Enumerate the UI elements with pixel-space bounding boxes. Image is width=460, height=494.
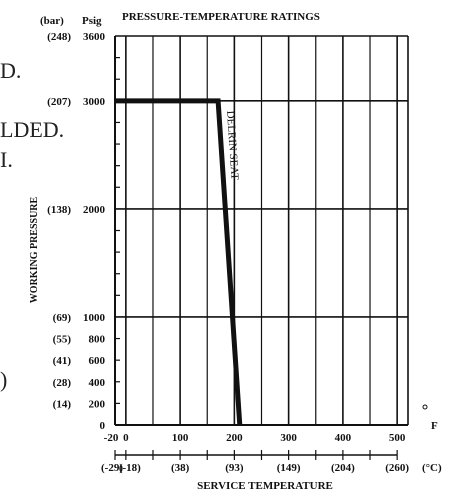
x-tick-label-c: (204) xyxy=(331,462,355,474)
y-axis-ticks: 0 200 (14) 400 (28) 600 (41) 800 (55) 1000 (69) 200… xyxy=(47,31,105,432)
x-axis-title: SERVICE TEMPERATURE xyxy=(197,480,333,492)
x-tick-label-f: 100 xyxy=(172,432,189,444)
y-tick-bar-label: (14) xyxy=(53,398,72,410)
y-tick-label: 600 xyxy=(89,355,106,367)
x-tick-label-c: (38) xyxy=(171,462,190,474)
y-unit-bar: (bar) xyxy=(40,15,64,27)
series-line xyxy=(115,98,243,426)
y-tick-label: 200 xyxy=(89,398,106,410)
chart-title: PRESSURE-TEMPERATURE RATINGS xyxy=(122,11,320,23)
x-tick-label-f: 400 xyxy=(335,432,352,444)
x-tick-label-f: 200 xyxy=(226,432,243,444)
series-label: DELRIN SEAT xyxy=(224,110,241,180)
x-tick-label-c: (260) xyxy=(385,462,409,474)
series-layer: DELRIN SEAT xyxy=(115,98,243,426)
degree-mark-f xyxy=(422,404,428,410)
x-tick-label-f: -20 xyxy=(104,432,119,444)
y-tick-label: 2000 xyxy=(83,204,106,216)
x-tick-label-f: 0 xyxy=(123,432,129,444)
y-tick-bar-label: (69) xyxy=(53,312,72,324)
y-unit-psig: Psig xyxy=(82,15,102,27)
margin-text-1: D. xyxy=(0,58,22,83)
y-tick-label: 3000 xyxy=(83,96,106,108)
plot-grid xyxy=(114,35,409,426)
x-unit-f: F xyxy=(431,420,438,432)
y-tick-label: 800 xyxy=(89,334,106,346)
y-axis-title: WORKING PRESSURE xyxy=(29,196,40,303)
y-tick-bar-label: (28) xyxy=(53,377,72,389)
margin-text-4: ) xyxy=(0,367,8,392)
x-tick-label-c: (-18) xyxy=(119,462,141,474)
x-tick-label-f: 500 xyxy=(389,432,406,444)
y-tick-bar-label: (248) xyxy=(47,31,71,43)
margin-text-2: LDED. xyxy=(0,117,65,142)
x-tick-label-c: (93) xyxy=(225,462,244,474)
y-tick-bar-label: (41) xyxy=(53,355,72,367)
y-tick-bar-label: (55) xyxy=(53,334,72,346)
y-tick-label: 0 xyxy=(100,420,106,432)
x-tick-label-c: (149) xyxy=(277,462,301,474)
y-tick-bar-label: (207) xyxy=(47,96,71,108)
x-tick-label-f: 300 xyxy=(280,432,297,444)
y-tick-label: 400 xyxy=(89,377,106,389)
x-tick-label-c: (-29) xyxy=(101,462,123,474)
margin-text-3: I. xyxy=(0,147,13,172)
y-tick-label: 3600 xyxy=(83,31,106,43)
y-tick-bar-label: (138) xyxy=(47,204,71,216)
x-unit-c: (°C) xyxy=(422,462,442,474)
x-axis: -20 0 100 200 300 400 500 (-29)(-18) (38) (93) (14… xyxy=(101,432,409,474)
y-tick-label: 1000 xyxy=(83,312,106,324)
